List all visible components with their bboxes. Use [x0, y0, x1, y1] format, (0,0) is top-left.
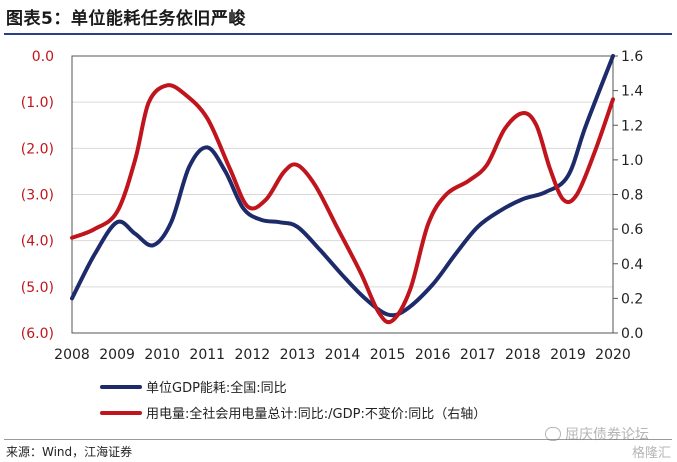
legend-label-2: 用电量:全社会用电量总计:同比:/GDP:不变价:同比（右轴） [146, 406, 486, 422]
left-axis-tick-label: (1.0) [21, 95, 54, 111]
right-axis-tick-label: 0.6 [621, 222, 643, 238]
footer-divider [4, 439, 672, 440]
left-axis-tick-label: (3.0) [21, 188, 54, 204]
right-axis-tick-label: 0.8 [621, 188, 643, 204]
x-axis-tick-label: 2018 [505, 347, 541, 363]
left-axis-tick-label: (4.0) [21, 234, 54, 250]
right-axis-tick-label: 1.2 [621, 118, 643, 134]
x-axis-tick-label: 2013 [280, 347, 316, 363]
x-axis-tick-label: 2010 [144, 347, 180, 363]
x-axis-tick-label: 2020 [595, 347, 631, 363]
left-axis-tick-label: (5.0) [21, 280, 54, 296]
x-axis-tick-label: 2017 [460, 347, 496, 363]
source-note: 来源：Wind，江海证券 [6, 445, 133, 459]
x-axis-tick-label: 2019 [550, 347, 586, 363]
left-axis-tick-label: (2.0) [21, 141, 54, 157]
x-axis-tick-label: 2008 [54, 347, 90, 363]
right-axis-tick-label: 0.4 [621, 257, 643, 273]
series-line-2 [70, 83, 615, 325]
right-axis-tick-label: 0.0 [621, 326, 643, 342]
x-axis-tick-label: 2014 [325, 347, 361, 363]
x-axis-tick-label: 2016 [415, 347, 451, 363]
series-line-1 [70, 54, 615, 318]
left-axis-tick-label: (6.0) [21, 326, 54, 342]
right-axis-tick-label: 0.2 [621, 291, 643, 307]
right-axis-tick-label: 1.4 [621, 84, 643, 100]
watermark: 屈庆债券论坛 [545, 424, 649, 444]
wechat-icon [545, 427, 561, 441]
x-axis-tick-label: 2009 [99, 347, 135, 363]
right-axis-tick-label: 1.0 [621, 153, 643, 169]
left-axis-tick-label: 0.0 [32, 49, 54, 65]
x-axis-tick-label: 2015 [370, 347, 406, 363]
watermark-logo: 格隆汇 [631, 446, 671, 461]
right-axis-tick-label: 1.6 [621, 49, 643, 65]
chart-title: 图表5：单位能耗任务依旧严峻 [6, 9, 246, 29]
x-axis-tick-label: 2011 [189, 347, 225, 363]
title-divider [4, 33, 672, 35]
watermark-text: 屈庆债券论坛 [565, 427, 649, 443]
x-axis-tick-label: 2012 [235, 347, 271, 363]
legend-label-1: 单位GDP能耗:全国:同比 [146, 380, 287, 396]
